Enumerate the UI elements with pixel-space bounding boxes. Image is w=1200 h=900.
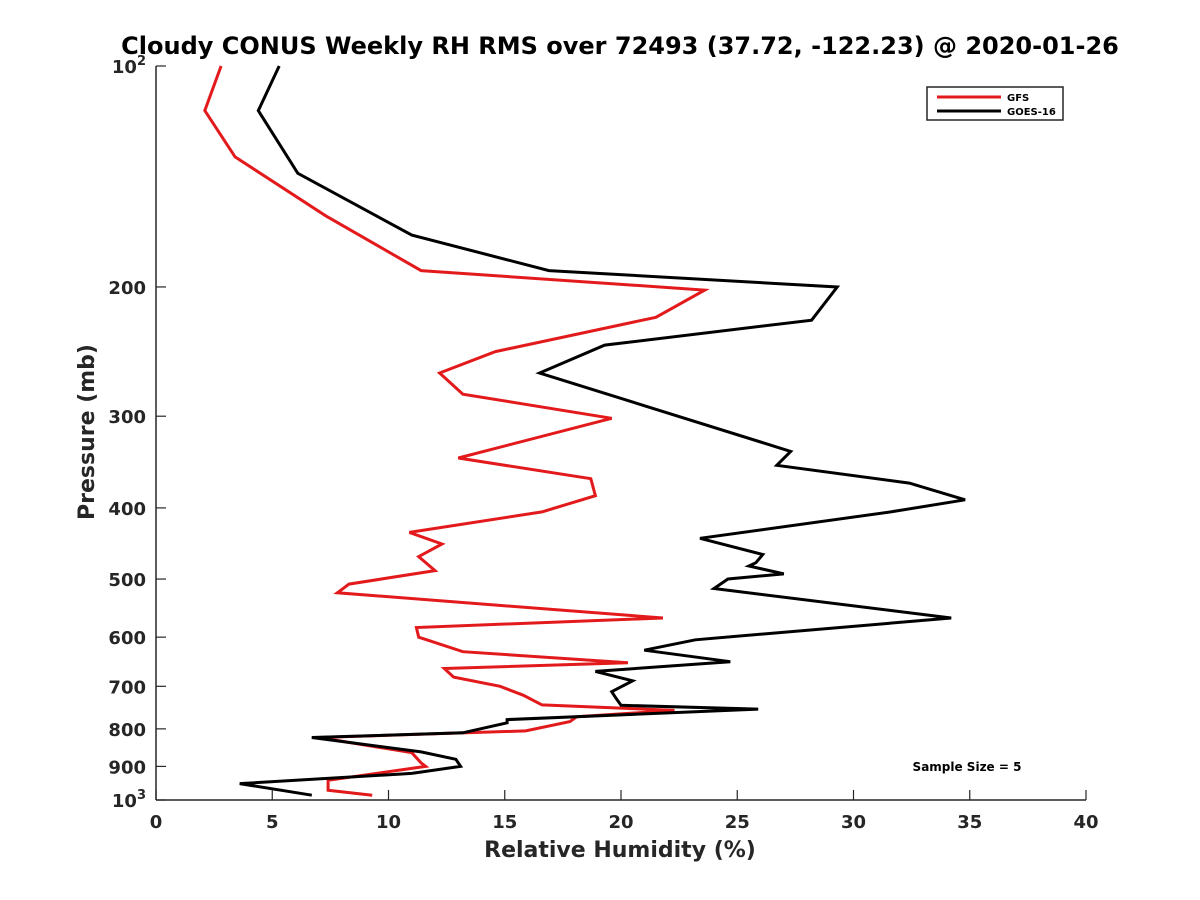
y-tick-label-400: 400 [108,499,146,520]
y-tick-exponent: 3 [137,788,146,803]
x-axis-label: Relative Humidity (%) [484,838,756,863]
series-line-gfs [203,65,710,797]
chart-title: Cloudy CONUS Weekly RH RMS over 72493 (3… [121,32,1119,60]
x-tick-label-25: 25 [725,812,750,833]
y-tick-label-200: 200 [108,278,146,299]
y-tick-label-600: 600 [108,628,146,649]
plot-area [155,65,1086,801]
x-tick-label-40: 40 [1073,812,1098,833]
y-tick-label-900: 900 [108,757,146,778]
y-axis: 102 200 300 400 500 600 700 800 900 103 [108,54,166,812]
y-tick-label-1000: 103 [112,788,146,812]
legend-label-goes-16: GOES-16 [1007,107,1056,118]
x-tick-label-10: 10 [376,812,401,833]
legend-box [926,86,1064,121]
x-tick-label-20: 20 [608,812,633,833]
x-tick-label-0: 0 [150,812,163,833]
x-tick-label-35: 35 [957,812,982,833]
x-tick-label-15: 15 [492,812,517,833]
x-tick-label-5: 5 [266,812,279,833]
y-tick-exponent: 2 [137,54,146,69]
sample-size-annotation: Sample Size = 5 [913,760,1022,774]
x-axis: 0 5 10 15 20 25 30 35 40 [150,790,1099,833]
y-tick-label-700: 700 [108,677,146,698]
y-tick-label-500: 500 [108,570,146,591]
legend-label-gfs: GFS [1007,93,1029,104]
x-tick-label-30: 30 [841,812,866,833]
legend: GFS GOES-16 [926,86,1064,121]
y-tick-label-800: 800 [108,720,146,741]
y-tick-label-300: 300 [108,407,146,428]
y-tick-label-100: 102 [112,54,146,78]
y-axis-label: Pressure (mb) [75,344,100,520]
series-line-goes-16 [239,65,966,797]
